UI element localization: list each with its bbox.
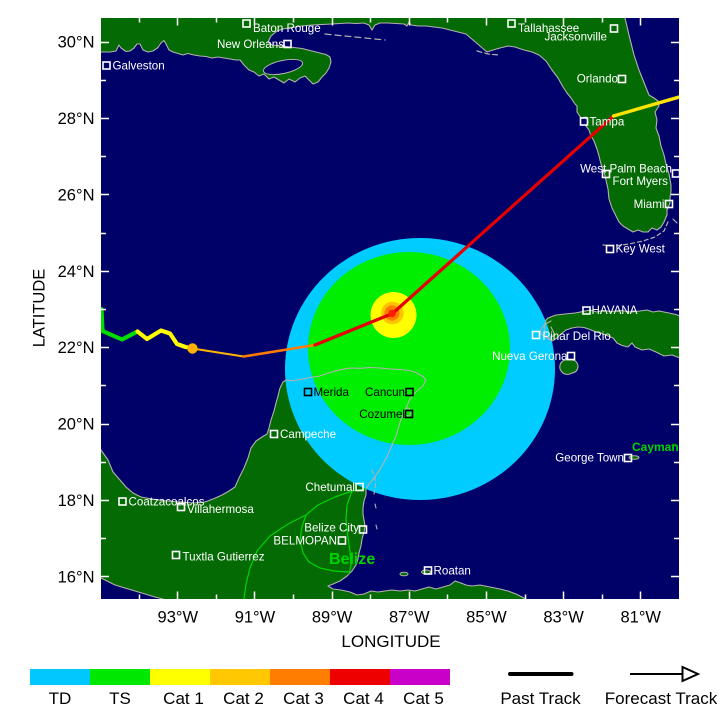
svg-text:Campeche: Campeche <box>280 428 336 441</box>
svg-text:New Orleans: New Orleans <box>217 38 284 51</box>
svg-text:LONGITUDE: LONGITUDE <box>341 632 440 651</box>
svg-text:George Town: George Town <box>555 452 624 465</box>
svg-text:Baton Rouge: Baton Rouge <box>253 22 321 35</box>
svg-text:Cat 3: Cat 3 <box>283 689 324 708</box>
svg-text:West Palm Beach: West Palm Beach <box>580 163 672 176</box>
svg-text:Past Track: Past Track <box>500 689 581 708</box>
svg-text:Cancun: Cancun <box>365 386 405 399</box>
svg-text:Tallahassee: Tallahassee <box>518 22 579 35</box>
svg-text:87°W: 87°W <box>389 609 430 627</box>
svg-text:Cozumel: Cozumel <box>359 408 405 421</box>
svg-text:LATITUDE: LATITUDE <box>31 269 49 348</box>
svg-text:Roatan: Roatan <box>434 565 471 578</box>
svg-text:Cat 1: Cat 1 <box>163 689 204 708</box>
svg-text:91°W: 91°W <box>235 609 276 627</box>
svg-text:Pinar Del Rio: Pinar Del Rio <box>543 330 611 343</box>
svg-text:Cayman: Cayman <box>632 440 679 454</box>
svg-text:22°N: 22°N <box>58 339 95 357</box>
svg-text:85°W: 85°W <box>466 609 507 627</box>
svg-text:Fort Myers: Fort Myers <box>613 175 669 188</box>
svg-text:26°N: 26°N <box>58 186 95 204</box>
svg-text:Coatzacoalcos: Coatzacoalcos <box>129 496 205 509</box>
svg-text:Cat 5: Cat 5 <box>403 689 444 708</box>
svg-text:TS: TS <box>109 689 131 708</box>
svg-text:Villahermosa: Villahermosa <box>187 503 254 516</box>
svg-text:Cat 4: Cat 4 <box>343 689 384 708</box>
svg-text:Forecast Track: Forecast Track <box>605 689 718 708</box>
svg-text:Orlando: Orlando <box>577 73 618 86</box>
svg-text:Chetumal: Chetumal <box>305 481 355 494</box>
svg-text:83°W: 83°W <box>543 609 584 627</box>
svg-text:Belize City: Belize City <box>304 522 359 535</box>
svg-text:Miami: Miami <box>634 198 665 211</box>
svg-text:BELMOPAN: BELMOPAN <box>273 535 337 548</box>
svg-text:Tampa: Tampa <box>590 116 625 129</box>
svg-text:Belize: Belize <box>329 551 375 568</box>
svg-text:Jacksonville: Jacksonville <box>544 31 607 44</box>
svg-text:28°N: 28°N <box>58 110 95 128</box>
svg-text:Cat 2: Cat 2 <box>223 689 264 708</box>
svg-text:Galveston: Galveston <box>113 60 165 73</box>
svg-text:24°N: 24°N <box>58 263 95 281</box>
svg-text:89°W: 89°W <box>312 609 353 627</box>
svg-text:16°N: 16°N <box>58 568 95 586</box>
svg-text:18°N: 18°N <box>58 492 95 510</box>
svg-text:93°W: 93°W <box>158 609 199 627</box>
svg-text:30°N: 30°N <box>58 34 95 52</box>
svg-text:Key West: Key West <box>616 243 666 256</box>
svg-text:Merida: Merida <box>314 386 350 399</box>
svg-text:81°W: 81°W <box>620 609 661 627</box>
svg-text:TD: TD <box>49 689 72 708</box>
svg-text:Nueva Gerona: Nueva Gerona <box>492 350 568 363</box>
svg-text:HAVANA: HAVANA <box>592 304 638 317</box>
svg-text:Tuxtla Gutierrez: Tuxtla Gutierrez <box>183 551 265 564</box>
svg-text:20°N: 20°N <box>58 416 95 434</box>
